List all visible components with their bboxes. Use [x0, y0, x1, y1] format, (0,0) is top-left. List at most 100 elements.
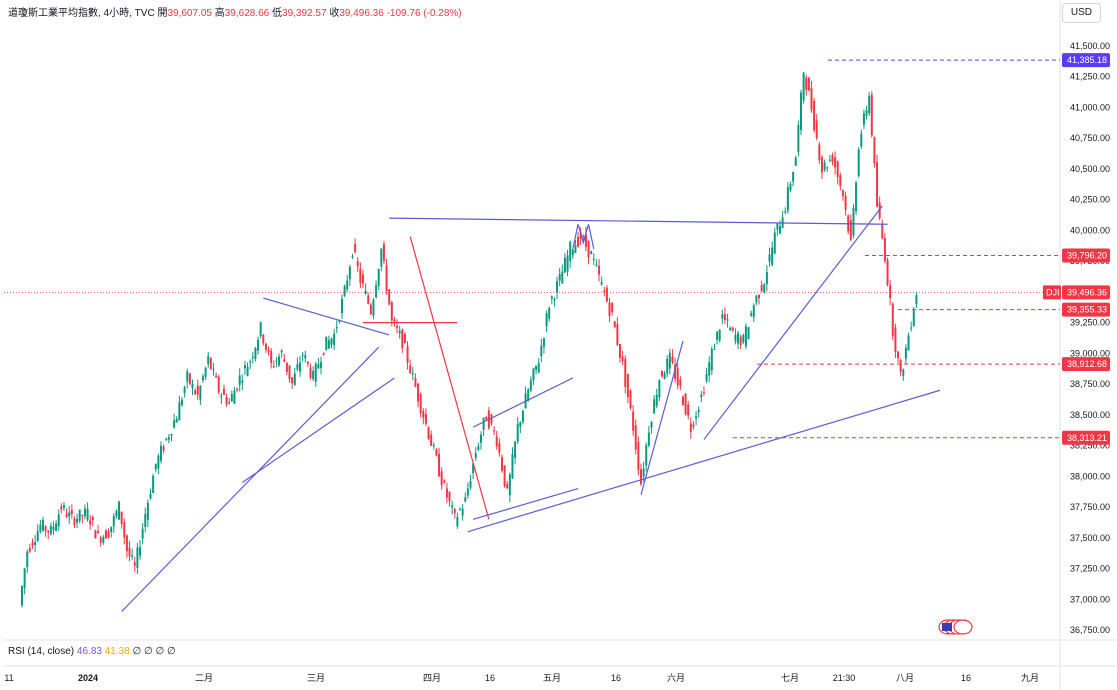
candle-body	[94, 530, 97, 539]
symbol-label[interactable]: 道瓊斯工業平均指數, 4小時, TVC	[8, 8, 155, 19]
event-flag-icon[interactable]	[938, 619, 973, 635]
candle-body	[325, 336, 328, 351]
candle-body	[183, 387, 186, 393]
candle-body	[262, 334, 265, 344]
candle-body	[891, 303, 894, 336]
price-axis[interactable]: 41,500.00 41,250.00 41,000.00 40,750.00 40,5…	[1070, 41, 1110, 635]
candle-body	[128, 547, 131, 557]
candle-body	[314, 363, 317, 382]
candle-body	[419, 393, 422, 413]
trendline[interactable]	[472, 377, 574, 428]
currency-button[interactable]: USD	[1061, 3, 1101, 23]
trendline[interactable]	[389, 217, 888, 225]
trendline[interactable]	[263, 297, 390, 336]
candle-body	[125, 535, 128, 552]
candle-body	[62, 505, 65, 508]
candle-body	[860, 133, 863, 147]
candle-body	[466, 488, 469, 496]
candle-body	[632, 411, 635, 431]
candle-body	[904, 347, 907, 359]
candle-body	[346, 280, 349, 290]
candle-body	[443, 480, 446, 483]
trendline[interactable]	[703, 205, 883, 440]
candle-body	[650, 422, 653, 428]
candle-body	[241, 380, 244, 383]
candle-body	[548, 308, 551, 319]
chart-legend: 道瓊斯工業平均指數, 4小時, TVC 開39,607.05 高39,628.6…	[8, 4, 462, 19]
trendline[interactable]	[121, 346, 380, 612]
rsi-label[interactable]: RSI (14, close)	[8, 646, 75, 657]
trendline[interactable]	[241, 377, 395, 483]
trendline[interactable]	[640, 340, 684, 495]
candle-body	[330, 338, 333, 345]
candle-body	[417, 383, 420, 402]
candle-body	[482, 417, 485, 430]
candle-body	[343, 286, 346, 296]
time-tick-label: 16	[485, 673, 495, 683]
time-tick-label: 11	[4, 673, 13, 683]
candle-body	[285, 362, 288, 372]
candle-body	[577, 237, 580, 247]
time-axis[interactable]: 11 2024 二月 三月 四月 16 五月 16 六月 七月 21:30 八月 16 九月	[4, 672, 1039, 683]
trendlines[interactable]	[121, 205, 941, 612]
trendline[interactable]	[409, 236, 490, 520]
event-flag-icon[interactable]	[953, 619, 973, 635]
price-tag	[1062, 285, 1110, 300]
candle-body	[485, 417, 488, 420]
candle-body	[474, 453, 477, 458]
candle-body	[393, 319, 396, 322]
rsi-extra: ∅ ∅ ∅ ∅	[132, 646, 176, 657]
candle-body	[876, 162, 879, 207]
candle-body	[815, 120, 818, 139]
price-tag-label: 41,385.18	[1067, 55, 1107, 65]
candle-body	[915, 295, 918, 305]
candle-body	[254, 347, 257, 360]
candle-body	[388, 289, 391, 305]
candle-body	[372, 299, 375, 316]
candle-body	[102, 536, 105, 543]
candle-body	[76, 518, 79, 523]
candle-body	[758, 294, 761, 299]
price-tick-label: 37,000.00	[1070, 594, 1110, 604]
candle-body	[335, 327, 338, 329]
candle-body	[209, 357, 212, 369]
price-tick-label: 40,750.00	[1070, 133, 1110, 143]
candle-body	[204, 367, 207, 378]
candle-body	[49, 525, 52, 534]
candle-body	[710, 348, 713, 371]
pattern-marker[interactable]	[572, 224, 595, 249]
candle-body	[152, 475, 155, 494]
candle-body	[251, 357, 254, 359]
close-label: 收	[329, 8, 340, 19]
candle-body	[173, 420, 176, 428]
symbol-tag	[1043, 285, 1061, 300]
candle-body	[878, 202, 881, 219]
trendline[interactable]	[467, 389, 941, 533]
candle-body	[527, 389, 530, 401]
price-tag-label: 38,912.68	[1067, 359, 1107, 369]
candle-body	[744, 326, 747, 347]
candle-body	[621, 356, 624, 362]
candle-body	[498, 443, 501, 453]
candle-body	[157, 455, 160, 469]
candle-body	[432, 445, 435, 447]
candle-body	[396, 326, 399, 329]
candle-body	[160, 445, 163, 461]
candle-body	[304, 355, 307, 359]
candle-body	[70, 509, 73, 515]
trendline[interactable]	[472, 488, 579, 520]
candle-body	[868, 96, 871, 114]
candle-body	[734, 334, 737, 342]
candle-body	[763, 284, 766, 293]
candle-body	[862, 113, 865, 125]
candle-body	[264, 343, 267, 350]
candle-body	[516, 423, 519, 442]
candle-body	[136, 547, 139, 568]
candle-body	[653, 399, 656, 414]
candle-body	[89, 520, 92, 525]
candle-body	[414, 378, 417, 387]
candle-body	[700, 394, 703, 398]
candle-body	[839, 175, 842, 186]
candle-body	[828, 159, 831, 161]
